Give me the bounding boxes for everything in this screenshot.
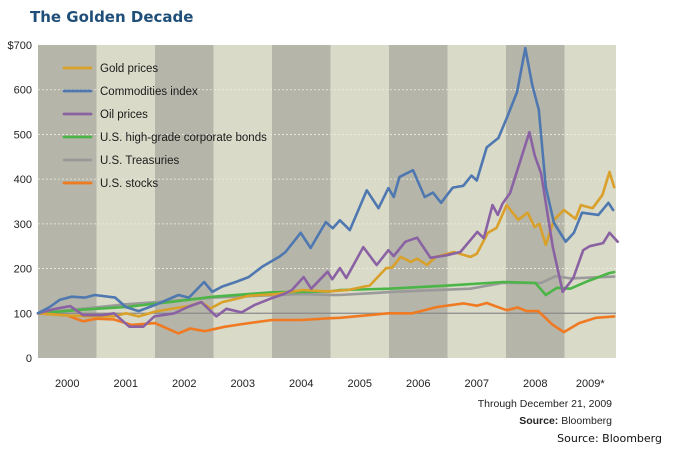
y-tick-label: 0 [26, 353, 32, 365]
source-caption: Source: Bloomberg [557, 432, 662, 445]
year-band [272, 45, 331, 358]
year-band [213, 45, 272, 358]
series-line-u-s-treasuries [36, 274, 616, 315]
x-tick-label: 2001 [114, 378, 138, 390]
legend-label: Commodities index [100, 86, 198, 98]
y-tick-label: 400 [14, 174, 32, 186]
x-tick-label: 2006 [406, 378, 430, 390]
y-tick-label: 600 [14, 85, 32, 97]
year-band [447, 45, 506, 358]
chart-title: The Golden Decade [30, 8, 193, 26]
x-tick-label: 2002 [172, 378, 196, 390]
year-band [330, 45, 389, 358]
x-tick-label: 2008 [523, 378, 547, 390]
y-tick-label: $700 [8, 40, 32, 52]
y-tick-label: 100 [14, 308, 32, 320]
x-tick-label: 2007 [465, 378, 489, 390]
y-axis: $700 600 500 400 300 200 100 0 [8, 40, 32, 365]
x-axis: 2000 2001 2002 2003 2004 2005 2006 2007 2008 2009… [55, 378, 605, 390]
x-tick-label: 2004 [289, 378, 313, 390]
series-line-u-s-stocks [36, 301, 616, 335]
legend-label: Gold prices [100, 63, 158, 75]
x-tick-label: 2000 [55, 378, 79, 390]
y-tick-label: 500 [14, 129, 32, 141]
source-value: Bloomberg [558, 415, 612, 427]
x-tick-label: 2005 [348, 378, 372, 390]
series-line-commodities-index [36, 46, 615, 315]
series-line-oil-prices [36, 130, 620, 329]
x-tick-label: 2003 [231, 378, 255, 390]
source-note: Source: Bloomberg [519, 415, 612, 427]
y-tick-label: 300 [14, 219, 32, 231]
source-label: Source: [519, 415, 558, 427]
year-band [564, 45, 616, 358]
x-tick-label: 2009* [576, 378, 605, 390]
legend-label: U.S. stocks [100, 178, 158, 190]
y-tick-label: 200 [14, 264, 32, 276]
legend-label: U.S. high-grade corporate bonds [100, 132, 267, 144]
legend-label: Oil prices [100, 109, 148, 121]
series-lines [36, 46, 620, 335]
through-date-note: Through December 21, 2009 [478, 398, 612, 410]
legend: Gold prices Commodities index Oil prices U.… [62, 63, 267, 190]
legend-label: U.S. Treasuries [100, 155, 179, 167]
